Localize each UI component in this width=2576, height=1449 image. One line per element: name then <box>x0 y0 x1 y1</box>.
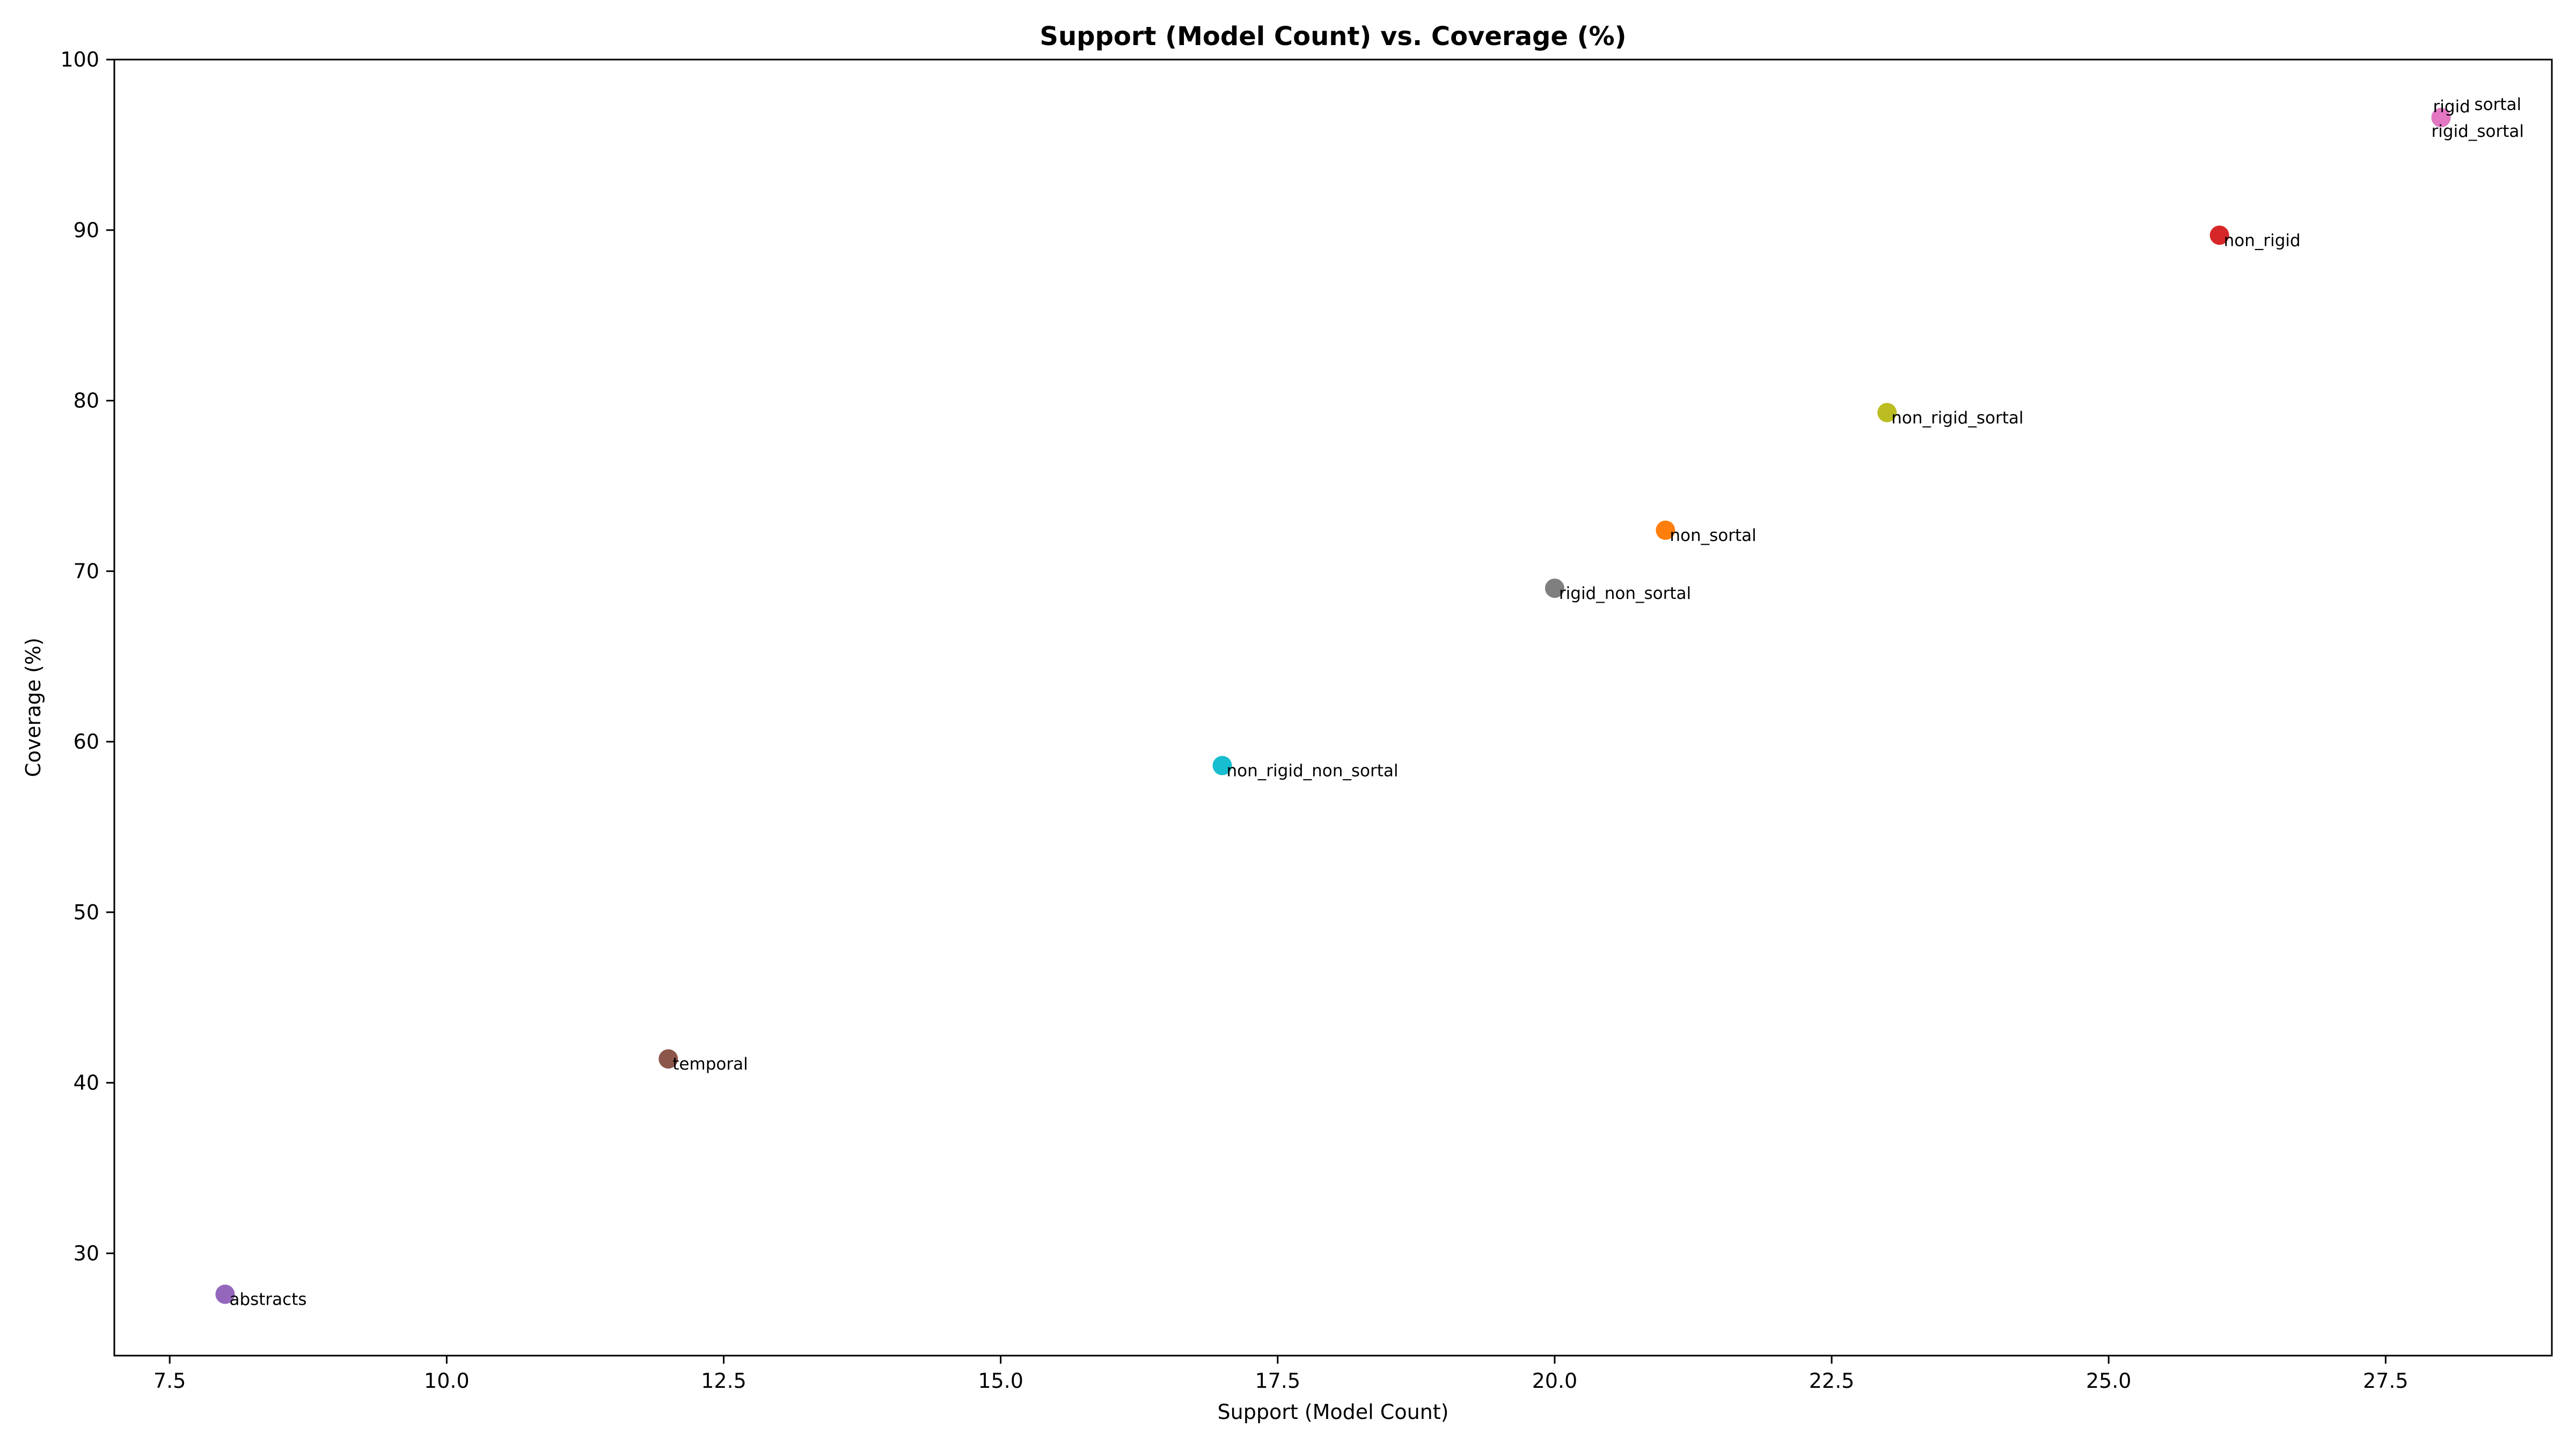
x-tick-label: 7.5 <box>153 1369 186 1393</box>
data-point-non-rigid <box>2209 225 2229 245</box>
point-label-non-rigid-sortal: non_rigid_sortal <box>1891 408 2023 428</box>
y-tick-label: 70 <box>74 559 99 583</box>
data-point-temporal <box>658 1049 678 1069</box>
x-tick-label: 22.5 <box>1809 1369 1855 1393</box>
x-axis-ticks: 7.5 10.0 12.5 15.0 17.5 20.0 22.5 25.0 27.5 <box>153 1356 2409 1393</box>
x-tick-label: 12.5 <box>701 1369 747 1393</box>
data-point-labels: abstracts temporal non_rigid_non_sortal rig… <box>229 95 2524 1309</box>
point-label-non-sortal: non_sortal <box>1670 526 1756 545</box>
x-tick-label: 17.5 <box>1255 1369 1300 1393</box>
y-axis-label: Coverage (%) <box>21 638 45 777</box>
point-label-sortal: sortal <box>2475 95 2522 114</box>
point-label-rigid: rigid <box>2433 97 2470 116</box>
point-label-abstracts: abstracts <box>229 1290 306 1309</box>
x-tick-label: 15.0 <box>978 1369 1023 1393</box>
y-tick-label: 60 <box>74 730 99 753</box>
y-tick-label: 50 <box>74 901 99 924</box>
point-label-rigid-non-sortal: rigid_non_sortal <box>1559 584 1691 603</box>
x-tick-label: 20.0 <box>1532 1369 1578 1393</box>
data-point-non-sortal <box>1656 521 1675 540</box>
data-point-abstracts <box>215 1284 235 1304</box>
data-points <box>215 108 2451 1304</box>
x-tick-label: 27.5 <box>2363 1369 2409 1393</box>
data-point-non-rigid-sortal <box>1877 402 1897 422</box>
y-tick-label: 30 <box>74 1241 99 1265</box>
y-tick-label: 90 <box>74 218 99 242</box>
x-tick-label: 25.0 <box>2086 1369 2132 1393</box>
y-axis-ticks: 30 40 50 60 70 80 90 100 <box>60 48 114 1265</box>
x-axis-label: Support (Model Count) <box>1218 1400 1449 1424</box>
data-point-rigid-non-sortal <box>1545 579 1564 598</box>
point-label-temporal: temporal <box>672 1055 748 1074</box>
data-point-non-rigid-non-sortal <box>1212 756 1232 775</box>
point-label-non-rigid-non-sortal: non_rigid_non_sortal <box>1227 762 1399 781</box>
data-point-rigid-sortal <box>2431 108 2451 128</box>
point-label-non-rigid: non_rigid <box>2224 231 2301 250</box>
y-tick-label: 40 <box>74 1071 99 1095</box>
x-tick-label: 10.0 <box>424 1369 470 1393</box>
chart-title: Support (Model Count) vs. Coverage (%) <box>1040 21 1626 52</box>
point-label-rigid-sortal: rigid_sortal <box>2432 122 2524 141</box>
y-tick-label: 100 <box>60 48 99 71</box>
y-tick-label: 80 <box>74 389 99 413</box>
plot-area-frame <box>113 58 2553 1357</box>
